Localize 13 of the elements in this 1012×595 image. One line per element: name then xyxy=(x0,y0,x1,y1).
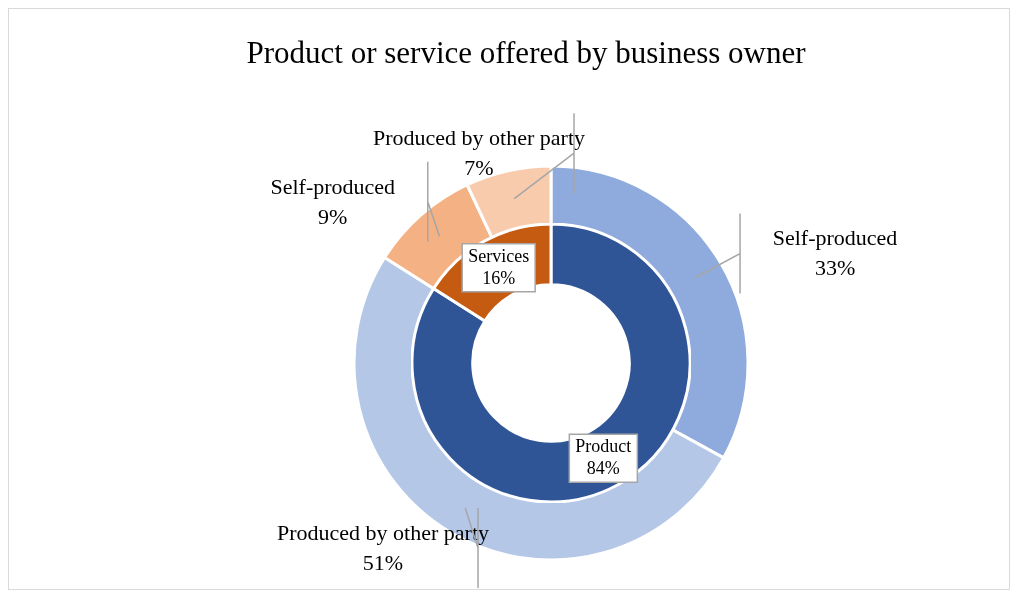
data-label: 9% xyxy=(318,203,348,229)
data-label: 33% xyxy=(814,255,856,281)
slice-label: Services xyxy=(468,245,530,266)
slice-label: Product xyxy=(575,435,632,456)
slice-label: Produced by other party xyxy=(277,519,490,545)
slice-label: Produced by other party xyxy=(373,124,586,150)
data-label: 84% xyxy=(586,457,620,478)
data-label: 16% xyxy=(482,267,516,288)
chart-title: Product or service offered by business owner xyxy=(246,35,807,71)
slice-label: Self-produced xyxy=(270,173,396,199)
data-label: 51% xyxy=(362,549,404,575)
data-label: 7% xyxy=(464,154,494,180)
slice-label: Self-produced xyxy=(772,225,898,251)
